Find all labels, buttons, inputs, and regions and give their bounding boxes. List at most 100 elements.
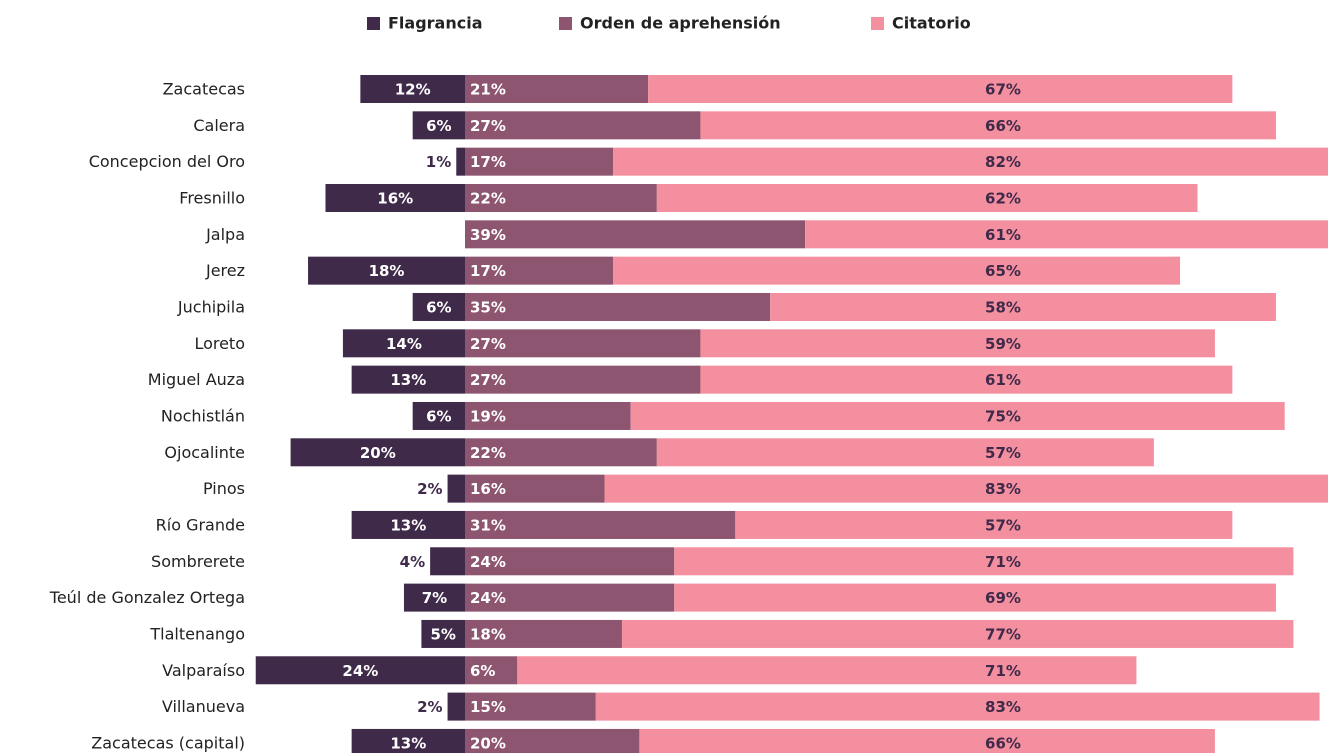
- category-label: Pinos: [203, 479, 245, 498]
- bar-segment: [412, 401, 465, 430]
- bar-segment: [648, 75, 1233, 103]
- value-label: 61%: [985, 226, 1021, 244]
- bar-segment: [639, 728, 1215, 753]
- legend-swatch: [871, 17, 884, 30]
- value-label: 5%: [430, 625, 455, 643]
- bar-segment: [412, 111, 465, 140]
- bar-segment: [770, 292, 1276, 321]
- category-label: Zacatecas: [163, 80, 245, 99]
- value-label: 57%: [985, 516, 1021, 534]
- legend-label: Orden de aprehensión: [580, 14, 781, 33]
- bar-segment: [351, 728, 465, 753]
- bar-segment: [595, 692, 1320, 721]
- category-label: Juchipila: [177, 297, 245, 316]
- bar-segment: [465, 75, 649, 103]
- value-label: 13%: [390, 734, 426, 752]
- bar-segment: [412, 292, 465, 321]
- bar-segment: [621, 619, 1294, 648]
- bar-segment: [447, 474, 465, 503]
- value-label: 19%: [470, 407, 506, 425]
- bar-segment: [735, 510, 1233, 539]
- category-label: Fresnillo: [179, 188, 245, 207]
- value-label: 18%: [369, 262, 405, 280]
- value-label: 12%: [395, 81, 431, 99]
- value-label: 16%: [377, 189, 413, 207]
- value-label: 66%: [985, 734, 1021, 752]
- bar-segment: [465, 728, 640, 753]
- bar-segment: [325, 183, 465, 212]
- bar-segment: [465, 111, 701, 140]
- value-label: 7%: [422, 589, 447, 607]
- value-label: 6%: [470, 662, 495, 680]
- bar-segment: [674, 547, 1294, 576]
- legend-swatch: [559, 17, 572, 30]
- category-label: Teúl de Gonzalez Ortega: [49, 588, 245, 607]
- bar-segment: [465, 256, 614, 285]
- value-label: 20%: [470, 734, 506, 752]
- category-label: Tlaltenango: [149, 624, 245, 643]
- value-label: 4%: [400, 553, 425, 571]
- bar-segment: [674, 583, 1276, 612]
- bar-segment: [656, 183, 1198, 212]
- legend-swatch: [367, 17, 380, 30]
- category-label: Ojocalinte: [164, 443, 245, 462]
- value-label: 20%: [360, 444, 396, 462]
- bar-segment: [465, 292, 771, 321]
- category-label: Miguel Auza: [148, 370, 245, 389]
- value-label: 61%: [985, 371, 1021, 389]
- value-label: 82%: [985, 153, 1021, 171]
- bar-segment: [465, 547, 675, 576]
- value-label: 66%: [985, 117, 1021, 135]
- category-label: Jerez: [205, 261, 245, 280]
- bar-segment: [456, 147, 465, 176]
- value-label: 13%: [390, 516, 426, 534]
- value-label: 27%: [470, 371, 506, 389]
- value-label: 17%: [470, 153, 506, 171]
- value-label: 24%: [470, 589, 506, 607]
- category-label: Nochistlán: [161, 406, 245, 425]
- value-label: 6%: [426, 298, 451, 316]
- bar-segment: [604, 474, 1328, 503]
- value-label: 13%: [390, 371, 426, 389]
- value-label: 62%: [985, 189, 1021, 207]
- bar-segment: [465, 220, 806, 249]
- bar-segment: [700, 329, 1215, 358]
- value-label: 18%: [470, 625, 506, 643]
- bar-segment: [351, 510, 465, 539]
- category-label: Jalpa: [205, 225, 245, 244]
- value-label: 24%: [342, 662, 378, 680]
- bar-segment: [308, 256, 465, 285]
- category-label: Sombrerete: [151, 552, 245, 571]
- bar-segment: [421, 619, 465, 648]
- bar-segment: [465, 656, 518, 685]
- bar-segment: [465, 583, 675, 612]
- value-label: 58%: [985, 298, 1021, 316]
- category-label: Río Grande: [156, 515, 245, 534]
- bar-segment: [465, 401, 631, 430]
- value-label: 71%: [985, 553, 1021, 571]
- value-label: 16%: [470, 480, 506, 498]
- bar-segment: [360, 75, 465, 103]
- legend-label: Flagrancia: [388, 14, 483, 33]
- value-label: 31%: [470, 516, 506, 534]
- value-label: 22%: [470, 444, 506, 462]
- value-label: 67%: [985, 81, 1021, 99]
- value-label: 22%: [470, 189, 506, 207]
- value-label: 39%: [470, 226, 506, 244]
- value-label: 6%: [426, 407, 451, 425]
- value-label: 65%: [985, 262, 1021, 280]
- bar-segment: [342, 329, 465, 358]
- value-label: 6%: [426, 117, 451, 135]
- bar-segment: [700, 365, 1233, 394]
- category-label: Villanueva: [162, 697, 245, 716]
- bar-segment: [465, 147, 614, 176]
- bar-segment: [465, 474, 605, 503]
- value-label: 83%: [985, 480, 1021, 498]
- value-label: 77%: [985, 625, 1021, 643]
- category-label: Zacatecas (capital): [91, 733, 245, 752]
- bar-segment: [465, 619, 622, 648]
- bar-segment: [351, 365, 465, 394]
- value-label: 69%: [985, 589, 1021, 607]
- bar-segment: [465, 692, 596, 721]
